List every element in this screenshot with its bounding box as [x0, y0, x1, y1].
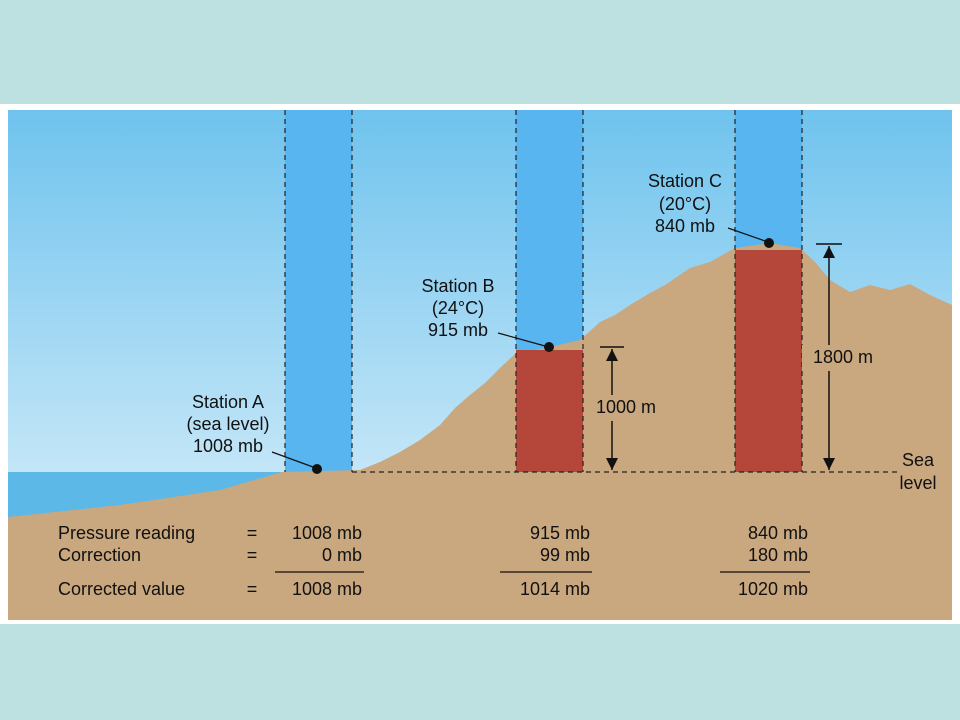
row-label: Corrected value	[58, 579, 185, 599]
mountain-column	[516, 350, 583, 472]
cell: 915 mb	[530, 523, 590, 543]
cell: 99 mb	[540, 545, 590, 565]
station-pressure: 1008 mb	[193, 436, 263, 456]
station-dot	[312, 464, 322, 474]
sea-level-label: level	[899, 473, 936, 493]
cell: 1008 mb	[292, 523, 362, 543]
equals: =	[247, 579, 258, 599]
station-pressure: 840 mb	[655, 216, 715, 236]
row-label: Pressure reading	[58, 523, 195, 543]
row-label: Correction	[58, 545, 141, 565]
station-dot	[544, 342, 554, 352]
label-bg	[802, 345, 884, 371]
air-column	[516, 110, 583, 350]
air-column	[735, 110, 802, 250]
equals: =	[247, 545, 258, 565]
cell: 1014 mb	[520, 579, 590, 599]
cell: 840 mb	[748, 523, 808, 543]
station-pressure: 915 mb	[428, 320, 488, 340]
station-detail: (sea level)	[186, 414, 269, 434]
mountain-column	[735, 250, 802, 472]
station-dot	[764, 238, 774, 248]
height-label: 1800 m	[813, 347, 873, 367]
equals: =	[247, 523, 258, 543]
station-detail: (24°C)	[432, 298, 484, 318]
air-column	[285, 110, 352, 472]
cell: 1008 mb	[292, 579, 362, 599]
station-name: Station A	[192, 392, 264, 412]
cell: 180 mb	[748, 545, 808, 565]
station-detail: (20°C)	[659, 194, 711, 214]
sea-level-label: Sea	[902, 450, 935, 470]
station-name: Station B	[421, 276, 494, 296]
cell: 1020 mb	[738, 579, 808, 599]
column-outlines	[284, 110, 900, 473]
ground	[8, 243, 952, 620]
station-name: Station C	[648, 171, 722, 191]
label-bg	[586, 395, 666, 421]
height-label: 1000 m	[596, 397, 656, 417]
pointers	[271, 227, 766, 468]
cell: 0 mb	[322, 545, 362, 565]
correction-table: Pressure reading = 1008 mb 915 mb 840 mb…	[58, 523, 810, 599]
